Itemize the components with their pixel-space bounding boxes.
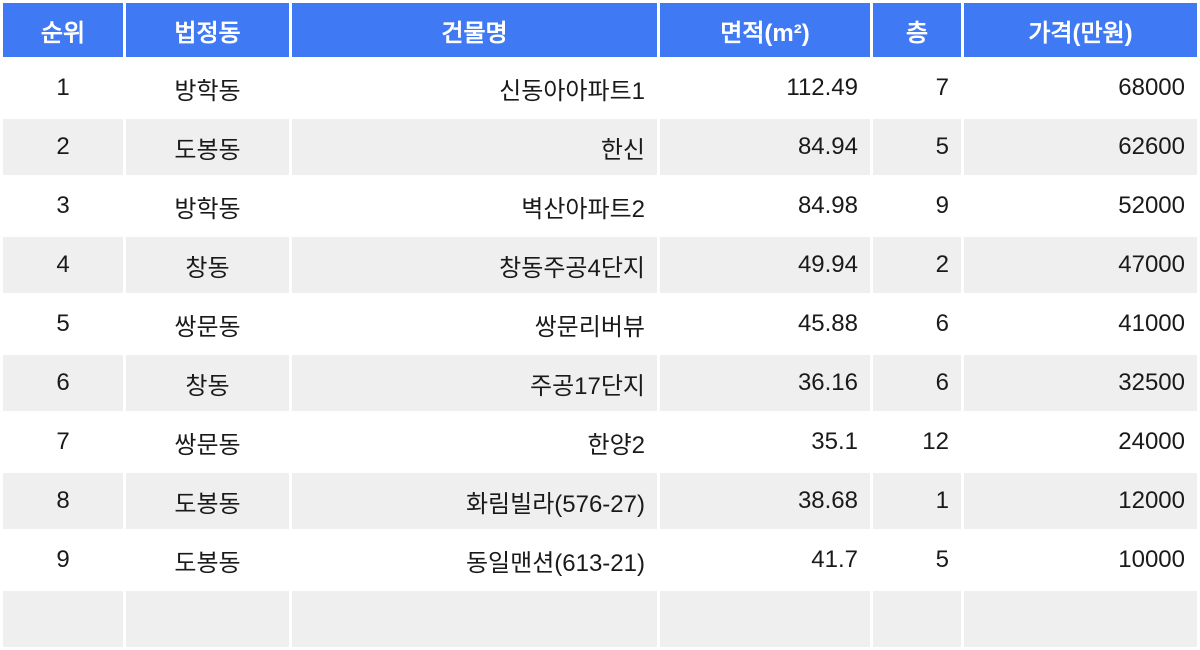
cell-building: 벽산아파트2 xyxy=(292,178,657,234)
cell-area: 112.49 xyxy=(660,60,870,116)
table-row: 5 쌍문동 쌍문리버뷰 45.88 6 41000 xyxy=(3,296,1197,352)
cell-empty xyxy=(873,591,961,647)
cell-building: 한양2 xyxy=(292,414,657,470)
cell-area: 35.1 xyxy=(660,414,870,470)
cell-price: 62600 xyxy=(964,119,1197,175)
table-row: 1 방학동 신동아아파트1 112.49 7 68000 xyxy=(3,60,1197,116)
cell-district: 도봉동 xyxy=(126,119,289,175)
cell-price: 68000 xyxy=(964,60,1197,116)
table-header-row: 순위 법정동 건물명 면적(m²) 층 가격(만원) xyxy=(3,3,1197,57)
cell-building: 신동아아파트1 xyxy=(292,60,657,116)
cell-building: 쌍문리버뷰 xyxy=(292,296,657,352)
col-header-rank: 순위 xyxy=(3,3,123,57)
cell-price: 32500 xyxy=(964,355,1197,411)
cell-district: 쌍문동 xyxy=(126,296,289,352)
cell-price: 52000 xyxy=(964,178,1197,234)
cell-empty xyxy=(964,591,1197,647)
cell-rank: 1 xyxy=(3,60,123,116)
cell-district: 도봉동 xyxy=(126,532,289,588)
table-row: 2 도봉동 한신 84.94 5 62600 xyxy=(3,119,1197,175)
table-row-partial xyxy=(3,591,1197,647)
cell-rank: 2 xyxy=(3,119,123,175)
cell-floor: 1 xyxy=(873,473,961,529)
cell-floor: 6 xyxy=(873,355,961,411)
table-row: 3 방학동 벽산아파트2 84.98 9 52000 xyxy=(3,178,1197,234)
cell-district: 창동 xyxy=(126,237,289,293)
cell-price: 47000 xyxy=(964,237,1197,293)
table-row: 9 도봉동 동일맨션(613-21) 41.7 5 10000 xyxy=(3,532,1197,588)
cell-district: 방학동 xyxy=(126,178,289,234)
cell-empty xyxy=(3,591,123,647)
cell-district: 창동 xyxy=(126,355,289,411)
cell-floor: 5 xyxy=(873,532,961,588)
cell-area: 84.98 xyxy=(660,178,870,234)
cell-rank: 3 xyxy=(3,178,123,234)
cell-floor: 7 xyxy=(873,60,961,116)
col-header-building: 건물명 xyxy=(292,3,657,57)
cell-price: 10000 xyxy=(964,532,1197,588)
cell-empty xyxy=(660,591,870,647)
cell-floor: 5 xyxy=(873,119,961,175)
cell-building: 창동주공4단지 xyxy=(292,237,657,293)
cell-area: 41.7 xyxy=(660,532,870,588)
cell-empty xyxy=(126,591,289,647)
cell-area: 36.16 xyxy=(660,355,870,411)
col-header-price: 가격(만원) xyxy=(964,3,1197,57)
cell-rank: 4 xyxy=(3,237,123,293)
cell-area: 84.94 xyxy=(660,119,870,175)
cell-floor: 12 xyxy=(873,414,961,470)
cell-building: 화림빌라(576-27) xyxy=(292,473,657,529)
col-header-area: 면적(m²) xyxy=(660,3,870,57)
cell-rank: 5 xyxy=(3,296,123,352)
cell-empty xyxy=(292,591,657,647)
cell-rank: 9 xyxy=(3,532,123,588)
cell-area: 38.68 xyxy=(660,473,870,529)
cell-price: 41000 xyxy=(964,296,1197,352)
cell-rank: 6 xyxy=(3,355,123,411)
cell-floor: 9 xyxy=(873,178,961,234)
cell-area: 45.88 xyxy=(660,296,870,352)
cell-rank: 8 xyxy=(3,473,123,529)
cell-district: 방학동 xyxy=(126,60,289,116)
col-header-floor: 층 xyxy=(873,3,961,57)
cell-building: 주공17단지 xyxy=(292,355,657,411)
cell-district: 쌍문동 xyxy=(126,414,289,470)
table-row: 7 쌍문동 한양2 35.1 12 24000 xyxy=(3,414,1197,470)
table-row: 8 도봉동 화림빌라(576-27) 38.68 1 12000 xyxy=(3,473,1197,529)
cell-district: 도봉동 xyxy=(126,473,289,529)
cell-building: 동일맨션(613-21) xyxy=(292,532,657,588)
cell-building: 한신 xyxy=(292,119,657,175)
cell-floor: 6 xyxy=(873,296,961,352)
cell-floor: 2 xyxy=(873,237,961,293)
col-header-district: 법정동 xyxy=(126,3,289,57)
cell-area: 49.94 xyxy=(660,237,870,293)
cell-rank: 7 xyxy=(3,414,123,470)
table-row: 4 창동 창동주공4단지 49.94 2 47000 xyxy=(3,237,1197,293)
table-row: 6 창동 주공17단지 36.16 6 32500 xyxy=(3,355,1197,411)
cell-price: 24000 xyxy=(964,414,1197,470)
cell-price: 12000 xyxy=(964,473,1197,529)
